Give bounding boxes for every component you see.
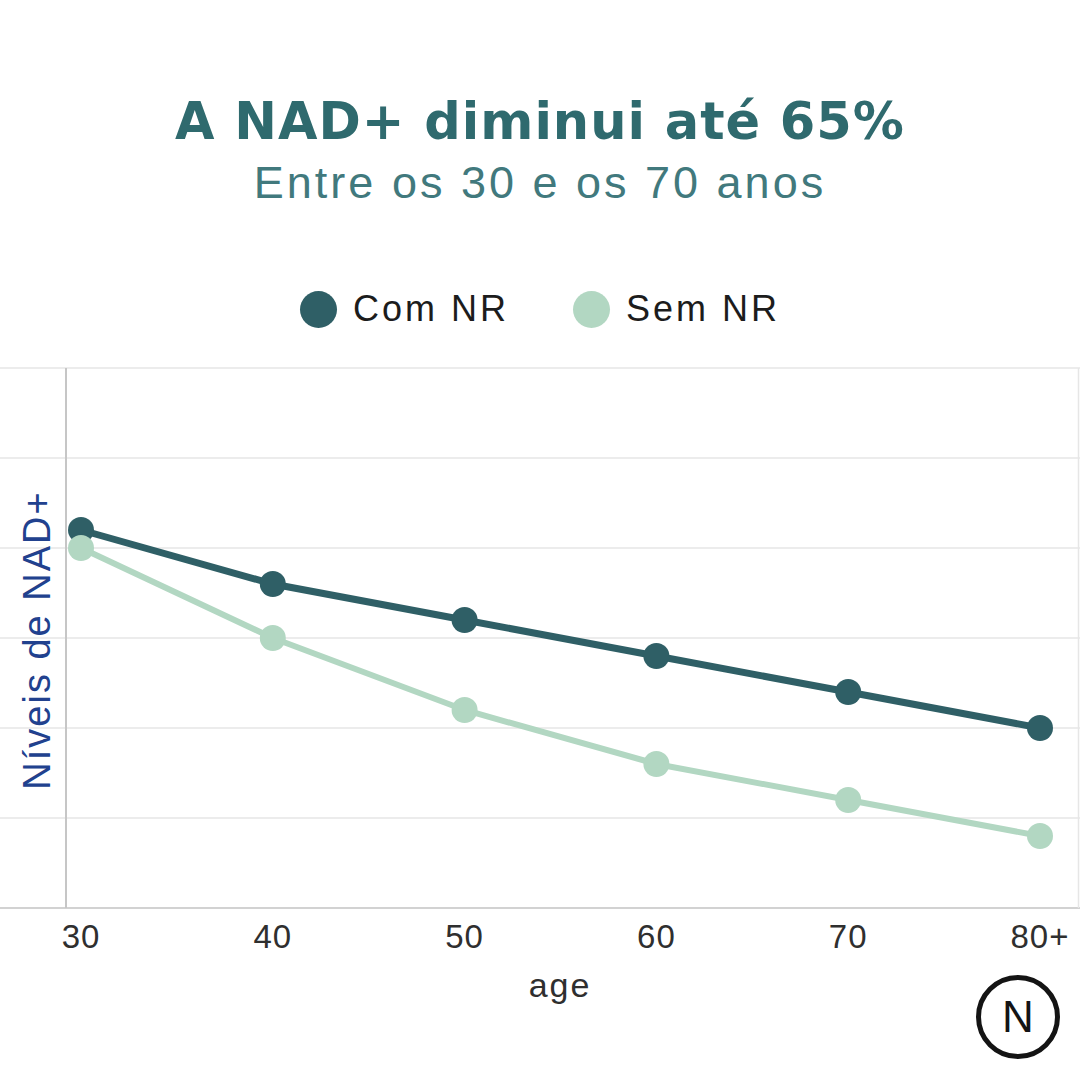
brand-logo: N [976, 975, 1060, 1059]
x-tick-label-40: 40 [253, 918, 292, 955]
legend-label-sem-nr: Sem NR [626, 288, 780, 330]
data-point-sem-nr-80+ [1027, 823, 1053, 849]
infographic-canvas: A NAD+ diminui até 65% Entre os 30 e os … [0, 0, 1080, 1080]
page-subtitle: Entre os 30 e os 70 anos [0, 157, 1080, 209]
x-tick-label-60: 60 [637, 918, 676, 955]
x-tick-label-30: 30 [62, 918, 101, 955]
legend-label-com-nr: Com NR [353, 288, 509, 330]
page-title: A NAD+ diminui até 65% [0, 92, 1080, 151]
data-point-com-nr-50 [452, 607, 478, 633]
data-point-sem-nr-70 [835, 787, 861, 813]
data-point-sem-nr-40 [260, 625, 286, 651]
data-point-com-nr-70 [835, 679, 861, 705]
series-line-com-nr [81, 530, 1040, 728]
x-tick-label-50: 50 [445, 918, 484, 955]
legend-dot-com-nr [300, 291, 337, 328]
data-point-sem-nr-50 [452, 697, 478, 723]
data-point-com-nr-80+ [1027, 715, 1053, 741]
data-point-sem-nr-30 [68, 535, 94, 561]
x-axis-title: age [529, 966, 592, 1005]
series-line-sem-nr [81, 548, 1040, 836]
data-point-sem-nr-60 [643, 751, 669, 777]
x-tick-label-80+: 80+ [1011, 918, 1070, 955]
data-point-com-nr-60 [643, 643, 669, 669]
legend-dot-sem-nr [573, 291, 610, 328]
data-point-com-nr-40 [260, 571, 286, 597]
legend-item-sem-nr: Sem NR [573, 288, 780, 330]
x-tick-label-70: 70 [829, 918, 868, 955]
chart-legend: Com NR Sem NR [0, 288, 1080, 330]
y-axis-title: Níveis de NAD+ [16, 490, 59, 789]
brand-logo-letter: N [1002, 992, 1034, 1042]
legend-item-com-nr: Com NR [300, 288, 509, 330]
